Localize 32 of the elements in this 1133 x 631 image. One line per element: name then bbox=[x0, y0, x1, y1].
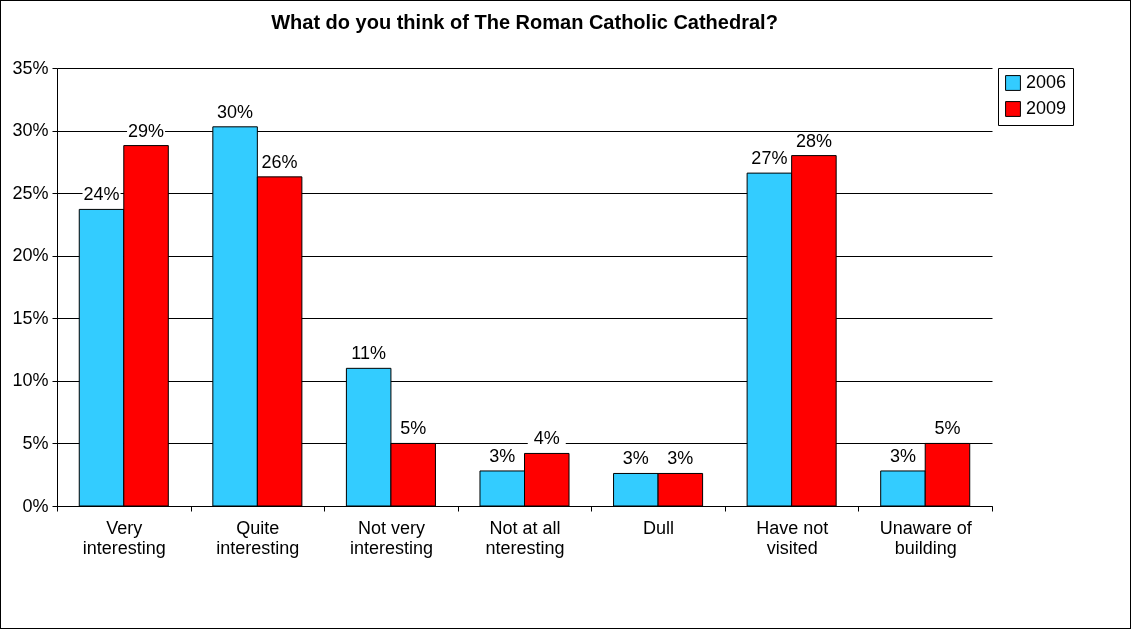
x-tick-label: Dull bbox=[643, 517, 675, 538]
legend-label: 2006 bbox=[1026, 72, 1067, 92]
x-tick-label: Very interesting bbox=[82, 517, 166, 558]
data-label: 3% bbox=[622, 448, 649, 469]
data-label: 5% bbox=[400, 418, 427, 439]
y-tick-label: 15% bbox=[12, 307, 49, 328]
y-tick-label: 35% bbox=[12, 57, 49, 78]
data-label: 28% bbox=[795, 130, 832, 151]
y-tick-label: 25% bbox=[12, 182, 49, 203]
data-label: 11% bbox=[351, 343, 387, 364]
x-tick-label: Unaware of building bbox=[879, 517, 973, 558]
data-label: 4% bbox=[533, 428, 560, 449]
data-label: 3% bbox=[489, 445, 516, 466]
data-label: 24% bbox=[83, 184, 120, 205]
x-tick-label: Have not visited bbox=[756, 517, 829, 558]
x-tick-label: Not at all nteresting bbox=[485, 517, 565, 558]
data-label: 3% bbox=[667, 448, 694, 469]
y-tick-label: 20% bbox=[12, 245, 49, 266]
legend-label: 2009 bbox=[1026, 98, 1067, 118]
data-label: 29% bbox=[128, 120, 165, 141]
data-label: 3% bbox=[889, 445, 916, 466]
x-tick-label: Not very interesting bbox=[349, 517, 433, 558]
chart-title: What do you think of The Roman Catholic Cathedral? bbox=[271, 11, 778, 33]
x-tick-label: Quite interesting bbox=[216, 517, 300, 558]
data-label: 30% bbox=[217, 101, 254, 122]
data-label: 5% bbox=[934, 418, 961, 439]
y-tick-label: 10% bbox=[12, 370, 49, 391]
y-tick-label: 5% bbox=[22, 432, 49, 453]
y-tick-label: 0% bbox=[22, 495, 49, 516]
y-tick-label: 30% bbox=[12, 120, 49, 141]
data-label: 26% bbox=[261, 151, 298, 172]
data-label: 27% bbox=[751, 148, 788, 169]
